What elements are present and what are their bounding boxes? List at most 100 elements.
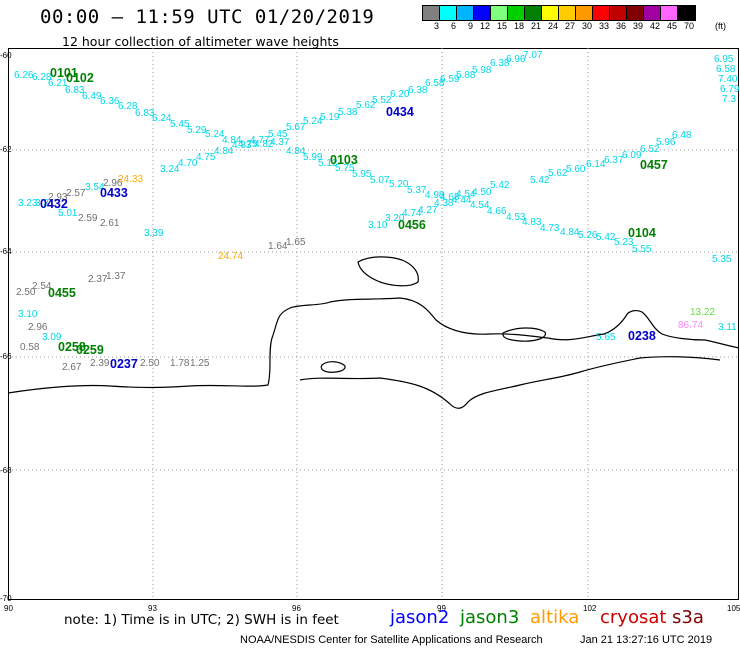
- wave-height-value: 7.3: [722, 94, 736, 105]
- wave-height-value: 4.83: [522, 217, 542, 228]
- wave-height-value: 6.28: [32, 72, 52, 83]
- wave-height-value: 6.38: [408, 85, 428, 96]
- wave-height-value: 2.37: [88, 274, 108, 285]
- legend-swatch: [423, 6, 440, 20]
- legend-label: 27: [564, 21, 575, 31]
- wave-height-value: 6.49: [82, 91, 102, 102]
- wave-height-value: 1.65: [286, 237, 306, 248]
- wave-height-value: 4.84: [560, 227, 580, 238]
- wave-height-value: 4.98: [425, 190, 445, 201]
- wave-height-value: 4.77: [250, 135, 270, 146]
- pass-time-label: 0455: [48, 286, 76, 300]
- pass-time-label: 0258: [58, 340, 86, 354]
- pass-time-label: 0457: [640, 158, 668, 172]
- wave-height-value: 5.96: [656, 137, 676, 148]
- legend-label: 3: [433, 21, 439, 31]
- legend-swatch: [678, 6, 695, 20]
- wave-height-value: 4.66: [487, 206, 507, 217]
- latitude-label: -64: [0, 247, 12, 256]
- legend-swatch: [491, 6, 508, 20]
- wave-height-value: 13.22: [690, 307, 715, 318]
- wave-height-value: 1.78: [170, 358, 190, 369]
- latitude-label: -66: [0, 352, 12, 361]
- wave-height-value: 5.52: [372, 95, 392, 106]
- longitude-label: 99: [437, 604, 446, 613]
- wave-height-value: 5.12: [318, 158, 338, 169]
- wave-height-value: 3.10: [368, 220, 388, 231]
- wave-height-value: 2.39: [90, 358, 110, 369]
- legend-label: 18: [513, 21, 524, 31]
- wave-height-value: 3.09: [42, 332, 62, 343]
- wave-height-value: 5.65: [596, 332, 616, 343]
- pass-time-label: 0237: [110, 357, 138, 371]
- satellite-jason2: jason2: [390, 607, 450, 628]
- wave-height-value: 5.42: [490, 180, 510, 191]
- wave-height-value: 4.68: [440, 192, 460, 203]
- wave-height-value: 3.20: [385, 213, 405, 224]
- wave-height-value: 6.37: [604, 155, 624, 166]
- wave-height-value: 6.48: [672, 130, 692, 141]
- wave-height-value: 4.44: [452, 195, 472, 206]
- wave-height-value: 6.28: [118, 101, 138, 112]
- pass-time-label: 0434: [386, 105, 414, 119]
- pass-time-label: 0432: [40, 197, 68, 211]
- wave-height-value: 5.29: [187, 125, 207, 136]
- color-legend: [422, 5, 696, 21]
- wave-height-value: 5.24: [303, 116, 323, 127]
- wave-height-value: 5.01: [58, 208, 78, 219]
- longitude-label: 96: [292, 604, 301, 613]
- legend-swatch: [661, 6, 678, 20]
- pass-time-label: 0456: [398, 218, 426, 232]
- wave-height-value: 6.21: [48, 78, 68, 89]
- wave-height-value: 2.93: [48, 192, 68, 203]
- latitude-label: -70: [0, 594, 12, 603]
- wave-height-value: 6.26: [14, 70, 34, 81]
- longitude-label: 102: [583, 604, 597, 613]
- wave-height-value: 4.82: [254, 139, 274, 150]
- longitude-label: 105: [727, 604, 740, 613]
- generated-timestamp: Jan 21 13:27:16 UTC 2019: [580, 634, 713, 646]
- wave-height-value: 6.52: [640, 144, 660, 155]
- wave-height-value: 3.23: [18, 198, 38, 209]
- wave-height-value: 6.59: [440, 74, 460, 85]
- legend-label: 30: [581, 21, 592, 31]
- wave-height-value: 0.58: [20, 342, 40, 353]
- legend-swatch: [457, 6, 474, 20]
- latitude-label: -60: [0, 51, 12, 60]
- wave-height-value: 7.07: [523, 50, 543, 61]
- wave-height-value: 6.36: [100, 96, 120, 107]
- color-legend-labels: 3 6 9 12 15 18 21 24 27 30 33 36 39 42 45 70: [422, 21, 694, 31]
- wave-height-value: 5.07: [370, 175, 390, 186]
- legend-swatch: [508, 6, 525, 20]
- wave-height-value: 4.54: [456, 189, 476, 200]
- wave-height-value: 5.95: [352, 169, 372, 180]
- wave-height-value: 6.83: [65, 85, 85, 96]
- wave-height-value: 2.50: [140, 358, 160, 369]
- satellite-s3a: s3a: [672, 607, 704, 628]
- wave-height-value: 3.11: [718, 322, 737, 333]
- legend-unit: (ft): [715, 21, 726, 31]
- wave-height-value: 5.60: [566, 164, 586, 175]
- wave-height-value: 4.53: [506, 212, 526, 223]
- pass-time-label: 0238: [628, 329, 656, 343]
- wave-height-value: 5.24: [205, 129, 225, 140]
- legend-swatch: [576, 6, 593, 20]
- map-title: 00:00 — 11:59 UTC 01/20/2019: [40, 6, 375, 28]
- wave-height-value: 5.42: [530, 175, 550, 186]
- wave-height-value: 4.84: [286, 146, 306, 157]
- pass-time-label: 0101: [50, 66, 78, 80]
- latitude-label: -62: [0, 145, 12, 154]
- wave-height-value: 6.79: [720, 84, 740, 95]
- legend-label: 24: [547, 21, 558, 31]
- wave-height-value: 3.39: [144, 228, 164, 239]
- wave-height-value: 4.84: [222, 135, 242, 146]
- wave-height-value: 6.38: [490, 58, 510, 69]
- wave-height-value: 24.33: [118, 174, 143, 185]
- longitude-label: 90: [4, 604, 13, 613]
- legend-swatch: [593, 6, 610, 20]
- wave-height-value: 4.83: [232, 140, 252, 151]
- wave-height-value: 4.75: [196, 152, 216, 163]
- wave-height-value: 3.24: [160, 164, 180, 175]
- wave-height-value: 6.58: [425, 78, 445, 89]
